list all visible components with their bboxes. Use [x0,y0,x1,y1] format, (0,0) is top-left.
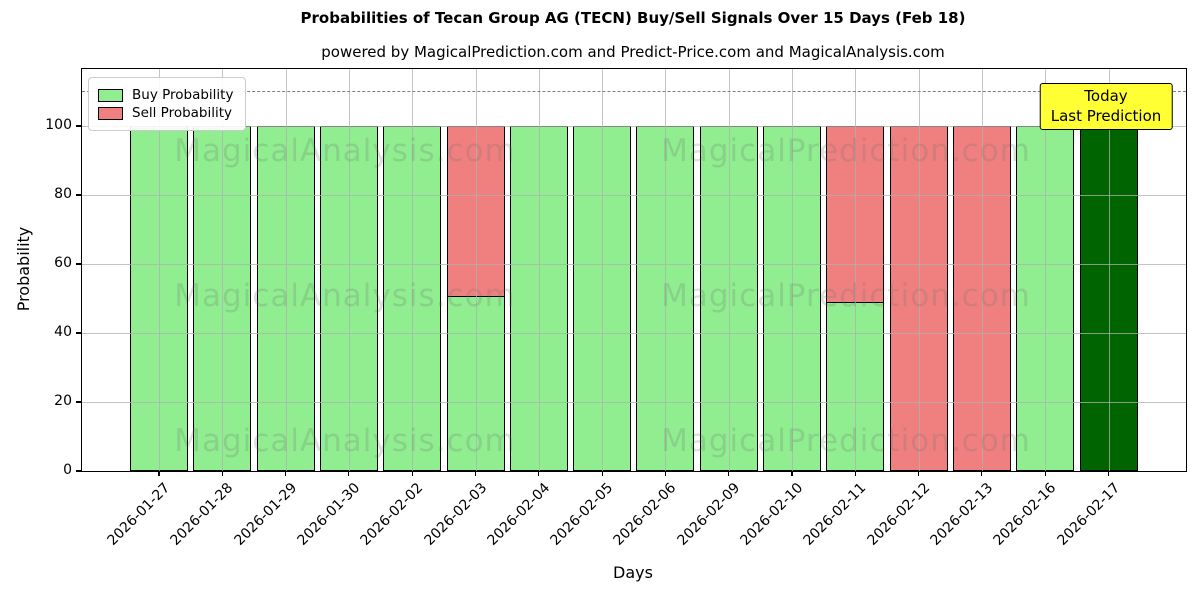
legend-swatch-buy [98,88,123,102]
gridline [665,69,667,471]
gridline [981,69,983,471]
gridline [82,125,1186,127]
gridline [159,69,160,471]
y-tick-label: 60 [54,254,72,271]
today-annotation-line2: Last Prediction [1050,107,1162,126]
legend-swatch-sell [98,106,123,120]
gridline [538,69,540,471]
x-tick [981,471,983,476]
today-annotation: Today Last Prediction [1039,83,1173,130]
gridline [222,69,224,471]
x-tick [664,471,666,476]
legend-item: Sell Probability [98,105,233,121]
threshold-dashline [82,91,1186,93]
y-tick [76,401,81,403]
gridline [1108,69,1110,471]
x-tick [728,471,730,476]
x-axis-label: Days [613,563,653,582]
gridline [348,69,350,471]
gridline [792,69,793,471]
x-tick [1107,471,1110,476]
gridline [412,69,414,471]
x-tick [474,471,477,476]
gridline [728,69,730,471]
x-tick [158,471,160,476]
x-tick [538,471,540,476]
gridline [855,69,857,471]
gridline [82,263,1186,265]
x-tick [791,471,793,476]
x-tick [1044,471,1046,476]
x-tick [854,471,856,476]
chart-subtitle: powered by MagicalPrediction.com and Pre… [321,43,945,61]
y-tick [76,470,81,472]
gridline [918,69,920,471]
y-tick [76,125,81,127]
legend-item: Buy Probability [98,87,233,103]
x-tick [601,471,603,476]
x-tick [285,471,287,476]
y-tick [76,263,81,265]
today-annotation-line1: Today [1084,87,1128,105]
gridline [285,69,287,471]
plot-area: Buy Probability Sell Probability Today La… [45,68,1187,549]
x-tick [411,471,413,476]
legend-item-label: Buy Probability [132,87,234,103]
gridline [82,194,1186,196]
legend-item-label: Sell Probability [132,105,233,121]
legend: Buy Probability Sell Probability [88,77,247,131]
gridline [82,332,1186,334]
y-tick [76,332,81,334]
gridline [602,69,604,471]
y-tick [76,194,81,196]
y-tick-label: 0 [63,462,72,478]
y-tick-label: 20 [54,392,72,409]
y-tick-label: 80 [54,185,72,202]
gridline [475,69,477,471]
y-tick-label: 100 [45,116,72,133]
x-tick [221,471,223,476]
chart-title: Probabilities of Tecan Group AG (TECN) B… [300,9,966,27]
gridline [1045,69,1047,471]
x-tick [918,471,920,476]
x-tick [348,471,350,476]
gridline [82,401,1186,403]
y-tick-label: 40 [54,323,72,340]
